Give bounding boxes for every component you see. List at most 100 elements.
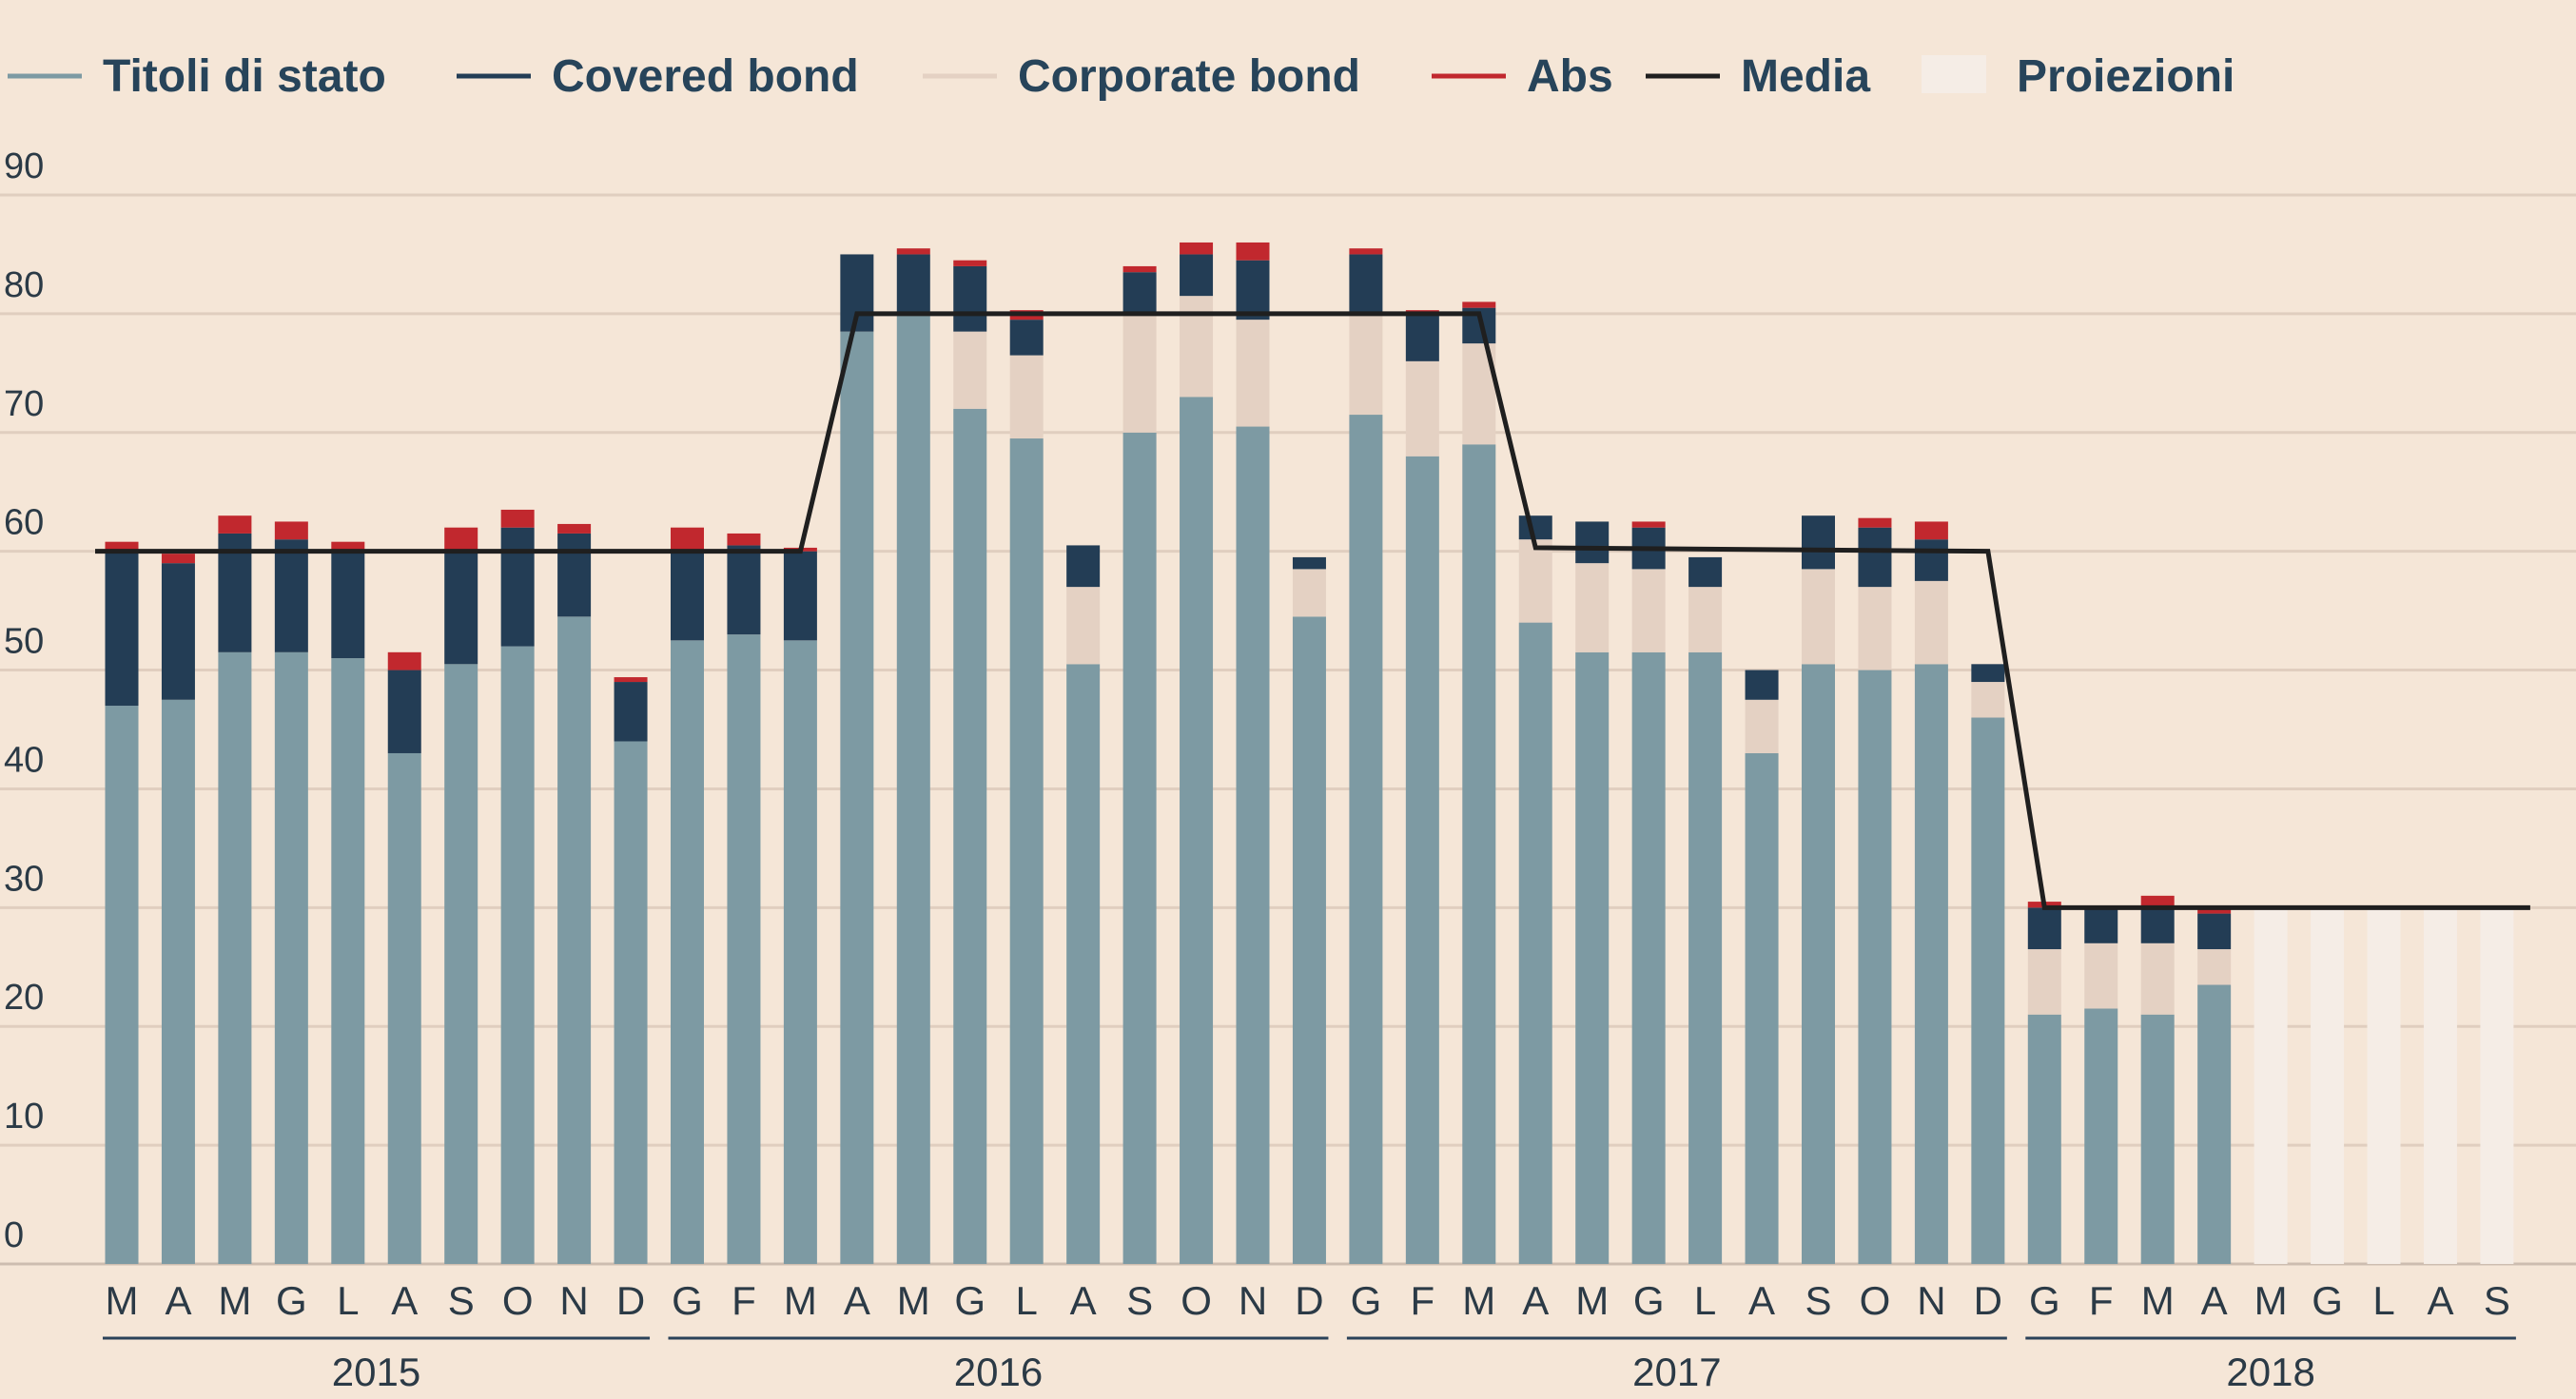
bar-segment-covered-bond (671, 551, 704, 641)
x-tick-label: A (2201, 1278, 2228, 1323)
y-tick-label: 90 (4, 146, 44, 186)
bar-segment-covered-bond (1405, 313, 1439, 361)
projection-bar (2480, 907, 2514, 1264)
bar-segment-covered-bond (557, 533, 592, 617)
bar-segment-titoli-di-stato (2027, 1014, 2061, 1264)
bar-segment-covered-bond (2027, 907, 2061, 950)
bar-segment-abs (896, 248, 930, 255)
bar-segment-titoli-di-stato (953, 408, 987, 1264)
bar-segment-titoli-di-stato (331, 658, 365, 1264)
bar-segment-corporate-bond (1236, 320, 1270, 427)
bar-segment-covered-bond (2140, 907, 2175, 943)
x-tick-label: G (2029, 1278, 2060, 1323)
year-groups: 2015 2016 2017 2018 (103, 1336, 2516, 1394)
x-tick-label: S (2484, 1278, 2510, 1323)
bar-segment-titoli-di-stato (1745, 752, 1779, 1264)
bar-segment-covered-bond (1971, 664, 2005, 683)
bar-segment-titoli-di-stato (896, 313, 930, 1264)
x-tick-label: G (672, 1278, 703, 1323)
legend-label: Corporate bond (1018, 51, 1360, 102)
bar-segment-titoli-di-stato (444, 664, 478, 1264)
x-tick-label: O (1181, 1278, 1212, 1323)
bar-segment-corporate-bond (1122, 313, 1157, 433)
bar-segment-titoli-di-stato (1066, 664, 1101, 1264)
x-tick-label: S (448, 1278, 475, 1323)
bar-segment-corporate-bond (1858, 587, 1892, 670)
bar-segment-titoli-di-stato (1802, 664, 1835, 1264)
bar-segment-covered-bond (387, 670, 421, 753)
bar-segment-covered-bond (161, 563, 195, 700)
x-tick-label: F (732, 1278, 756, 1323)
x-tick-label: A (1070, 1278, 1097, 1323)
x-tick-label: L (1016, 1278, 1038, 1323)
bar-segment-abs (274, 521, 308, 540)
bar-segment-titoli-di-stato (1122, 432, 1157, 1264)
x-tick-label: M (2254, 1278, 2288, 1323)
bar-segment-titoli-di-stato (1349, 415, 1383, 1264)
year-label: 2015 (332, 1350, 420, 1394)
x-tick-label: G (954, 1278, 986, 1323)
bar-segment-abs (1631, 521, 1666, 528)
bar-segment-titoli-di-stato (2084, 1008, 2118, 1264)
bar-segment-covered-bond (1236, 260, 1270, 321)
projection-bar (2311, 907, 2345, 1264)
y-tick-label: 50 (4, 622, 44, 662)
x-tick-label: G (1351, 1278, 1382, 1323)
y-tick-label: 80 (4, 265, 44, 305)
bar-segment-covered-bond (1349, 254, 1383, 314)
y-tick-label: 20 (4, 978, 44, 1018)
bar-segment-covered-bond (1802, 515, 1835, 570)
bar-segment-covered-bond (1009, 320, 1044, 356)
legend-label: Media (1741, 51, 1870, 102)
bar-segment-titoli-di-stato (105, 706, 139, 1264)
bar-segment-titoli-di-stato (1914, 664, 1948, 1264)
x-tick-label: O (1860, 1278, 1891, 1323)
bar-segment-titoli-di-stato (1236, 426, 1270, 1264)
x-tick-label: A (165, 1278, 191, 1323)
bar-segment-titoli-di-stato (1971, 717, 2005, 1264)
bar-segment-titoli-di-stato (1575, 651, 1610, 1264)
legend: Titoli di stato Covered bond Corporate bon… (8, 51, 2234, 102)
bar-segment-covered-bond (1914, 539, 1948, 581)
bar-segment-abs (1236, 242, 1270, 261)
x-tick-label: S (1126, 1278, 1153, 1323)
bar-segment-corporate-bond (1914, 580, 1948, 665)
projection-bar (2367, 907, 2401, 1264)
y-tick-label: 70 (4, 384, 44, 424)
x-tick-label: D (616, 1278, 645, 1323)
year-label: 2017 (1632, 1350, 1721, 1394)
bar-segment-covered-bond (2084, 907, 2118, 943)
x-tick-label: G (1633, 1278, 1665, 1323)
bar-segment-abs (444, 527, 478, 552)
bar-segment-titoli-di-stato (387, 752, 421, 1264)
bar-segment-corporate-bond (1292, 569, 1326, 617)
year-label: 2018 (2226, 1350, 2314, 1394)
y-tick-label: 30 (4, 859, 44, 899)
bar-segment-corporate-bond (1631, 569, 1666, 652)
x-tick-label: M (106, 1278, 139, 1323)
bar-segment-abs (671, 527, 704, 552)
x-tick-label: A (391, 1278, 418, 1323)
bar-segment-covered-bond (1858, 527, 1892, 588)
bar-segment-abs (331, 541, 365, 552)
bar-segment-abs (387, 651, 421, 670)
x-tick-label: A (844, 1278, 870, 1323)
bar-segment-titoli-di-stato (671, 640, 704, 1264)
x-tick-label: N (559, 1278, 588, 1323)
x-tick-label: D (1974, 1278, 2002, 1323)
bar-segment-titoli-di-stato (727, 634, 761, 1264)
bar-segment-titoli-di-stato (218, 651, 252, 1264)
legend-label: Proiezioni (2017, 51, 2234, 102)
bar-segment-abs (727, 533, 761, 546)
legend-label: Covered bond (552, 51, 859, 102)
bar-segment-titoli-di-stato (2197, 984, 2232, 1264)
bar-segment-covered-bond (1292, 556, 1326, 570)
bar-segment-covered-bond (1688, 556, 1723, 588)
bar-segment-abs (953, 260, 987, 266)
x-tick-label: L (2372, 1278, 2394, 1323)
bar-segment-covered-bond (1518, 515, 1552, 540)
bar-segment-titoli-di-stato (557, 616, 592, 1264)
bar-segment-titoli-di-stato (1631, 651, 1666, 1264)
bar-segment-titoli-di-stato (1462, 444, 1496, 1264)
y-axis: 0 10 20 30 40 50 60 70 80 90 (4, 146, 44, 1255)
